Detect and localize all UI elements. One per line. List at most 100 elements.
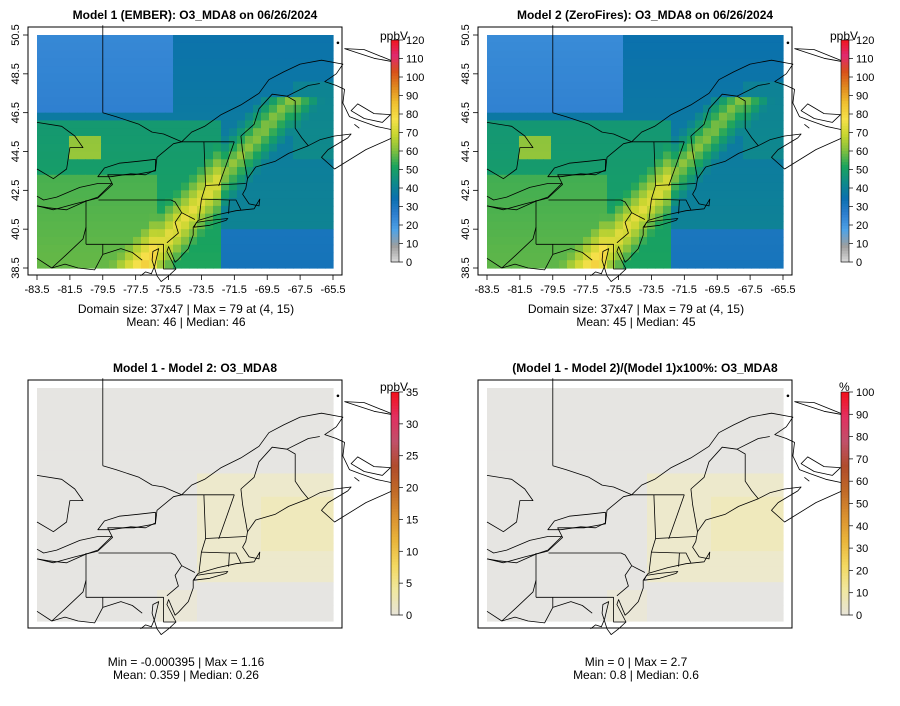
state-border [344,401,396,416]
coastline [36,59,395,282]
island-marker [336,394,340,398]
x-tick-label: -71.5 [672,284,697,296]
colorbar-tick-label: 60 [856,146,868,158]
colorbar-tick-label: 80 [856,109,868,121]
state-border [501,227,537,269]
state-border [616,212,633,244]
x-tick-label: -75.5 [606,284,631,296]
state-border [486,607,554,624]
long-island [193,571,229,581]
colorbar-unit: % [839,380,850,394]
plot-frame [27,379,343,629]
coastline [36,412,395,635]
y-tick-label: 40.5 [460,218,472,239]
colorbar-tick-label: 80 [856,432,868,444]
data-field [37,388,334,622]
state-border [668,494,685,540]
stats-line-2: Mean: 0.359 | Median: 0.26 [113,668,259,682]
x-tick-label: -73.5 [189,284,214,296]
map-plot: 0 10 20 30 40 50 60 70 80 90 100 [477,378,874,635]
colorbar: 0 10 20 30 40 50 60 70 80 90 100 110 120 [390,35,424,269]
stats-line-2: Mean: 46 | Median: 46 [126,315,246,329]
x-tick-label: -67.5 [288,284,313,296]
x-tick-label: -75.5 [156,284,181,296]
x-tick-label: -73.5 [639,284,664,296]
state-border [690,488,698,532]
colorbar-frame [390,391,400,616]
state-border [794,48,846,63]
state-border [655,183,696,186]
state-border [51,227,87,269]
state-border [552,112,632,143]
state-border [218,494,235,540]
prince-edward-island [350,103,391,123]
island-marker [786,41,790,45]
state-border [631,212,646,220]
colorbar-tick-label: 80 [406,109,418,121]
x-tick-label: -83.5 [24,284,49,296]
prince-edward-island [350,456,391,476]
y-tick-label: 48.5 [10,63,22,84]
island-marker [786,394,790,398]
state-border [102,244,143,261]
state-border [548,552,633,566]
colorbar: 0 10 20 30 40 50 60 70 80 90 100 [840,387,874,622]
x-tick-label: -77.5 [123,284,148,296]
state-border [228,199,230,214]
lake-ontario [547,158,606,178]
map-plot: 0 5 10 15 20 25 30 35 [27,378,418,635]
state-border [98,199,183,213]
state-border [166,212,183,244]
y-tick-label: 38.5 [460,257,472,278]
x-tick-label: -65.5 [320,284,345,296]
state-border [651,198,692,210]
map-outlines [486,378,846,635]
y-tick-label: 50.5 [10,24,22,45]
state-border [163,597,176,623]
lake-erie [486,536,563,564]
state-border [181,212,196,220]
colorbar: 0 10 20 30 40 50 60 70 80 90 100 110 120 [840,35,874,269]
x-tick-label: -69.5 [255,284,280,296]
state-border [163,244,176,270]
y-tick-label: 44.5 [10,141,22,162]
state-border [501,580,537,622]
stats-line-2: Mean: 0.8 | Median: 0.6 [573,668,699,682]
prince-edward-island [800,456,841,476]
colorbar-tick-label: 110 [856,54,874,66]
lake-erie [36,536,113,564]
colorbar-tick-label: 35 [406,387,418,399]
state-border [486,254,554,271]
state-border [36,254,104,271]
colorbar-tick-label: 100 [856,72,874,84]
colorbar-tick-label: 5 [406,578,412,590]
colorbar-tick-label: 60 [856,476,868,488]
colorbar-tick-label: 10 [856,588,868,600]
colorbar-tick-label: 60 [406,146,418,158]
state-border [102,465,182,496]
state-border [205,183,246,186]
data-field [37,35,334,269]
colorbar-tick-label: 90 [856,409,868,421]
state-border [344,48,396,63]
colorbar-tick-label: 100 [406,72,424,84]
panel-title: (Model 1 - Model 2)/(Model 1)x100%: O3_M… [512,361,778,375]
colorbar-tick-label: 70 [406,128,418,140]
x-tick-label: -79.5 [90,284,115,296]
colorbar-tick-label: 0 [856,610,862,622]
colorbar-tick-label: 30 [406,202,418,214]
state-border [613,597,626,623]
y-tick-label: 48.5 [460,63,472,84]
panel-title: Model 2 (ZeroFires): O3_MDA8 on 06/26/20… [516,8,774,22]
colorbar-tick-label: 0 [406,257,412,269]
prince-edward-island [800,103,841,123]
y-tick-label: 42.5 [460,180,472,201]
plot-frame [477,26,793,276]
state-border [166,565,183,597]
state-border [218,141,235,187]
map-outlines [36,25,396,282]
long-island [643,571,679,581]
y-tick-label: 42.5 [10,180,22,201]
colorbar-tick-label: 50 [406,165,418,177]
y-tick-label: 50.5 [460,24,472,45]
